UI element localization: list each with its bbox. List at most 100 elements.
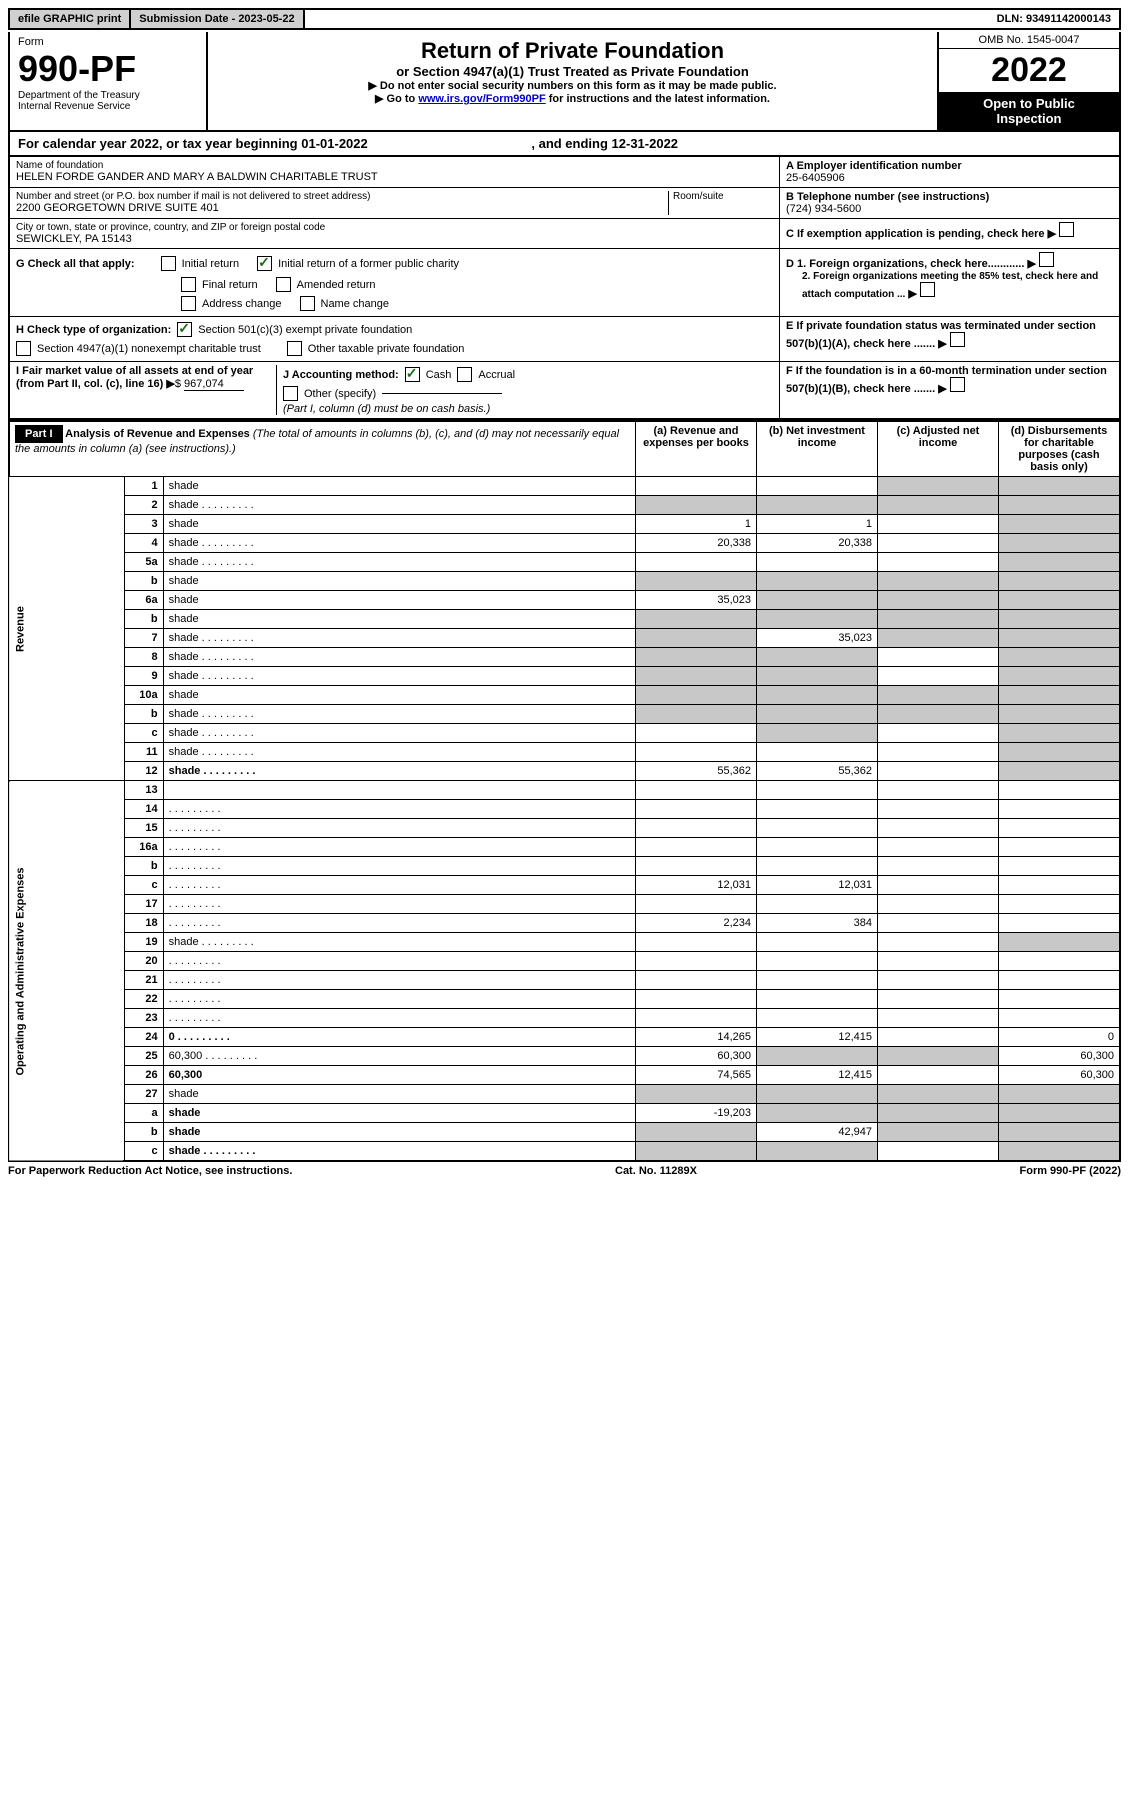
- cell-b: [757, 724, 878, 743]
- row-number: 25: [124, 1047, 163, 1066]
- row-number: b: [124, 1123, 163, 1142]
- row-description: . . . . . . . . .: [163, 914, 635, 933]
- c-checkbox[interactable]: [1059, 222, 1074, 237]
- j-other: Other (specify): [304, 388, 376, 400]
- cell-d: 60,300: [999, 1047, 1121, 1066]
- row-number: c: [124, 1142, 163, 1162]
- row-description: shade: [163, 572, 635, 591]
- d1-label: D 1. Foreign organizations, check here..…: [786, 258, 1024, 270]
- row-number: b: [124, 610, 163, 629]
- cell-c: [878, 1085, 999, 1104]
- cell-a: [636, 477, 757, 496]
- table-row: bshade42,947: [9, 1123, 1120, 1142]
- addr-label: Number and street (or P.O. box number if…: [16, 191, 668, 202]
- cell-c: [878, 667, 999, 686]
- table-row: 5ashade . . . . . . . . .: [9, 553, 1120, 572]
- row-description: shade . . . . . . . . .: [163, 705, 635, 724]
- g-name-checkbox[interactable]: [300, 296, 315, 311]
- g-opt-0: Initial return: [182, 258, 239, 270]
- cell-a: -19,203: [636, 1104, 757, 1123]
- cell-c: [878, 895, 999, 914]
- cell-d: [999, 895, 1121, 914]
- efile-label[interactable]: efile GRAPHIC print: [10, 10, 131, 28]
- e-checkbox[interactable]: [950, 332, 965, 347]
- j-other-checkbox[interactable]: [283, 386, 298, 401]
- cell-d: 60,300: [999, 1066, 1121, 1085]
- cell-d: [999, 952, 1121, 971]
- cell-a: [636, 1142, 757, 1162]
- g-final-checkbox[interactable]: [181, 277, 196, 292]
- g-amended-checkbox[interactable]: [276, 277, 291, 292]
- row-number: 14: [124, 800, 163, 819]
- analysis-table: Part I Analysis of Revenue and Expenses …: [8, 420, 1121, 1162]
- row-number: 12: [124, 762, 163, 781]
- f-checkbox[interactable]: [950, 377, 965, 392]
- cell-b: 12,031: [757, 876, 878, 895]
- dln: DLN: 93491142000143: [989, 10, 1119, 28]
- cell-c: [878, 952, 999, 971]
- j-cash-checkbox[interactable]: [405, 367, 420, 382]
- cell-d: 0: [999, 1028, 1121, 1047]
- row-description: shade . . . . . . . . .: [163, 648, 635, 667]
- j-note: (Part I, column (d) must be on cash basi…: [283, 403, 773, 415]
- row-description: shade: [163, 1104, 635, 1123]
- cell-d: [999, 610, 1121, 629]
- h-4947-checkbox[interactable]: [16, 341, 31, 356]
- j-accrual-checkbox[interactable]: [457, 367, 472, 382]
- d1-checkbox[interactable]: [1039, 252, 1054, 267]
- footer-left: For Paperwork Reduction Act Notice, see …: [8, 1165, 292, 1177]
- cell-b: [757, 591, 878, 610]
- row-number: 10a: [124, 686, 163, 705]
- row-description: shade . . . . . . . . .: [163, 667, 635, 686]
- row-number: a: [124, 1104, 163, 1123]
- cell-a: [636, 553, 757, 572]
- cell-b: [757, 705, 878, 724]
- cell-c: [878, 1104, 999, 1123]
- h-other-checkbox[interactable]: [287, 341, 302, 356]
- row-description: shade: [163, 1123, 635, 1142]
- row-description: . . . . . . . . .: [163, 971, 635, 990]
- cell-a: [636, 686, 757, 705]
- cell-b: [757, 1104, 878, 1123]
- cell-c: [878, 686, 999, 705]
- g-address-checkbox[interactable]: [181, 296, 196, 311]
- row-number: 17: [124, 895, 163, 914]
- table-row: Revenue1shade: [9, 477, 1120, 496]
- tax-year: 2022: [939, 49, 1119, 92]
- cell-d: [999, 876, 1121, 895]
- form990pf-link[interactable]: www.irs.gov/Form990PF: [418, 93, 545, 105]
- table-row: 2560,300 . . . . . . . . .60,30060,300: [9, 1047, 1120, 1066]
- d2-checkbox[interactable]: [920, 282, 935, 297]
- footer-mid: Cat. No. 11289X: [615, 1165, 697, 1177]
- h-501c3-checkbox[interactable]: [177, 322, 192, 337]
- cell-c: [878, 534, 999, 553]
- cell-b: [757, 990, 878, 1009]
- table-row: 3shade11: [9, 515, 1120, 534]
- cell-c: [878, 1047, 999, 1066]
- row-description: shade: [163, 591, 635, 610]
- g-initial-former-checkbox[interactable]: [257, 256, 272, 271]
- g-initial-checkbox[interactable]: [161, 256, 176, 271]
- cell-b: 12,415: [757, 1028, 878, 1047]
- col-b-header: (b) Net investment income: [757, 421, 878, 477]
- cell-b: [757, 667, 878, 686]
- table-row: 18 . . . . . . . . .2,234384: [9, 914, 1120, 933]
- form-title: Return of Private Foundation: [216, 38, 929, 64]
- cell-b: [757, 496, 878, 515]
- submission-date: Submission Date - 2023-05-22: [131, 10, 304, 28]
- cell-a: 1: [636, 515, 757, 534]
- cell-a: [636, 895, 757, 914]
- table-row: 20 . . . . . . . . .: [9, 952, 1120, 971]
- i-value: 967,074: [184, 378, 244, 391]
- dept-label: Department of the Treasury: [18, 90, 198, 101]
- cell-d: [999, 933, 1121, 952]
- cell-a: [636, 952, 757, 971]
- street-address: 2200 GEORGETOWN DRIVE SUITE 401: [16, 202, 668, 214]
- row-number: 26: [124, 1066, 163, 1085]
- cell-d: [999, 1085, 1121, 1104]
- cell-c: [878, 1009, 999, 1028]
- open-to-public: Open to PublicInspection: [939, 92, 1119, 130]
- cell-d: [999, 971, 1121, 990]
- irs-label: Internal Revenue Service: [18, 101, 198, 112]
- cell-a: [636, 629, 757, 648]
